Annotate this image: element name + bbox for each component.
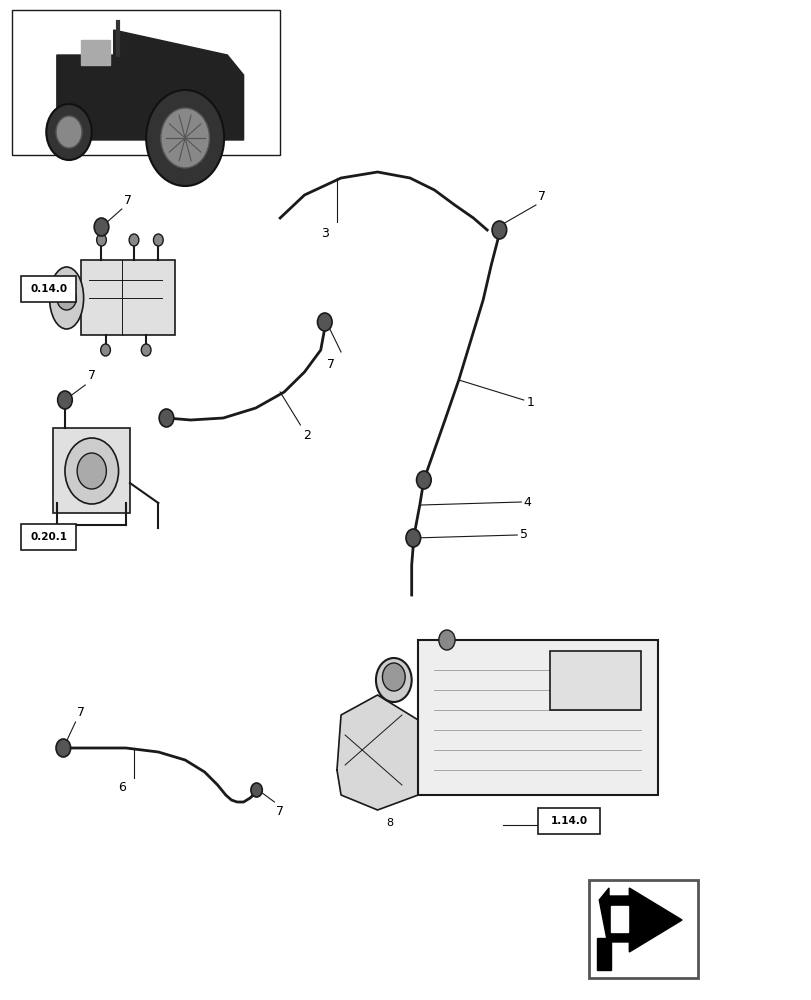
FancyBboxPatch shape [21,524,75,550]
Circle shape [159,409,174,427]
Bar [549,651,640,710]
FancyBboxPatch shape [538,808,599,834]
Text: 5: 5 [519,528,527,542]
Bar [12,10,280,155]
Text: 0.20.1: 0.20.1 [30,532,67,542]
Circle shape [57,286,76,310]
Circle shape [161,108,209,168]
Bar [81,260,174,335]
Circle shape [101,344,110,356]
Text: 4: 4 [523,495,531,508]
Bar [588,880,697,978]
Circle shape [438,630,454,650]
Text: 7: 7 [538,190,546,203]
Circle shape [56,116,82,148]
Circle shape [65,438,118,504]
Circle shape [491,221,506,239]
Circle shape [146,90,224,186]
Text: 6: 6 [118,781,126,794]
Circle shape [77,453,106,489]
Text: 0.14.0: 0.14.0 [30,284,67,294]
Bar [418,640,657,795]
Circle shape [94,218,109,236]
Polygon shape [337,695,418,810]
Polygon shape [81,40,109,65]
Text: 2: 2 [303,429,311,442]
Text: 7: 7 [124,194,132,207]
Circle shape [46,104,92,160]
Circle shape [375,658,411,702]
Circle shape [129,234,139,246]
Polygon shape [57,30,243,140]
Text: 7: 7 [88,369,96,382]
Text: 7: 7 [327,358,335,371]
Text: 7: 7 [77,706,85,719]
Circle shape [317,313,332,331]
Text: 1.14.0: 1.14.0 [550,816,587,826]
Circle shape [406,529,420,547]
Polygon shape [596,938,610,970]
Circle shape [153,234,163,246]
Bar [53,428,130,513]
Text: 8: 8 [386,818,393,828]
Circle shape [416,471,431,489]
Polygon shape [610,906,627,932]
Circle shape [56,739,71,757]
Text: 1: 1 [526,396,534,410]
Circle shape [97,234,106,246]
FancyBboxPatch shape [21,276,75,302]
Circle shape [141,344,151,356]
Text: 7: 7 [276,805,284,818]
Ellipse shape [49,267,84,329]
Circle shape [58,391,72,409]
Polygon shape [599,888,681,952]
Circle shape [382,663,405,691]
Circle shape [251,783,262,797]
Text: 3: 3 [320,227,328,240]
